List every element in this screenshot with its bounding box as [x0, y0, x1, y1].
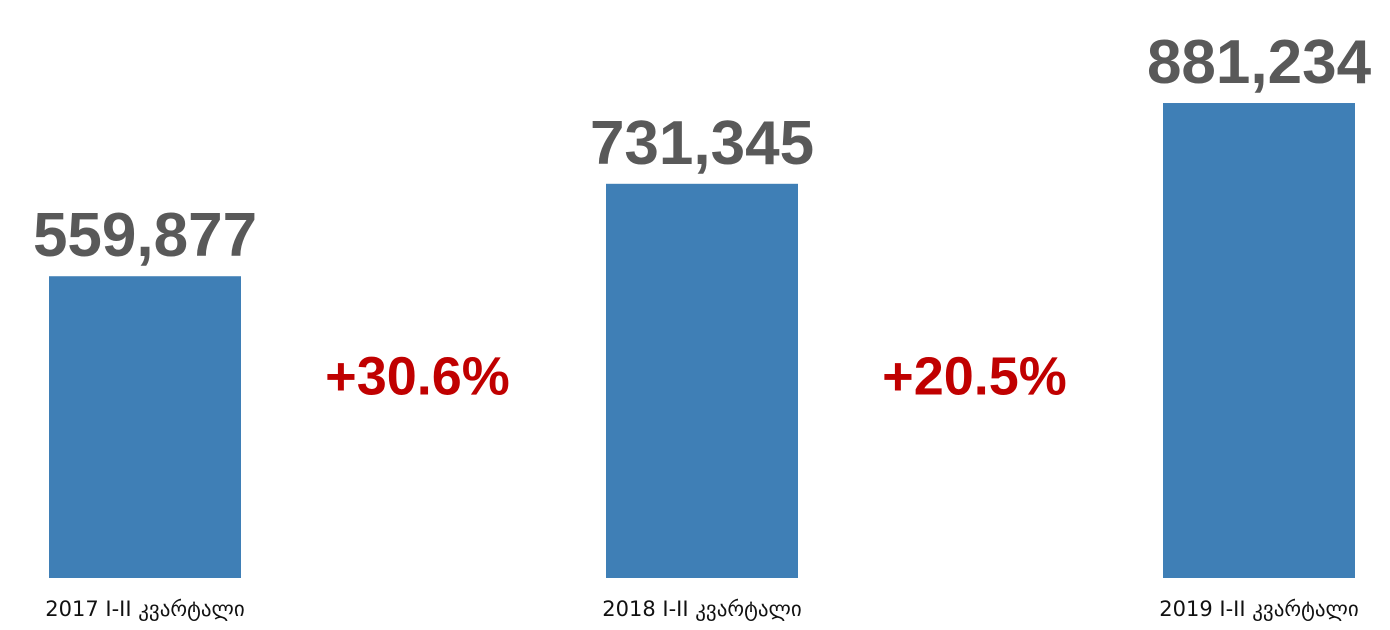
value-label: 881,234: [1147, 28, 1372, 97]
x-tick-label: 2018 I-II კვარტალი: [602, 597, 801, 621]
bar: [1163, 103, 1355, 578]
value-label: 559,877: [33, 201, 257, 270]
value-label: 731,345: [590, 109, 814, 178]
bar: [49, 276, 241, 578]
bar: [606, 183, 798, 578]
x-tick-label: 2019 I-II კვარტალი: [1159, 597, 1358, 621]
growth-annotation: +30.6%: [325, 346, 510, 406]
x-tick-label: 2017 I-II კვარტალი: [45, 597, 244, 621]
growth-annotation: +20.5%: [882, 346, 1067, 406]
